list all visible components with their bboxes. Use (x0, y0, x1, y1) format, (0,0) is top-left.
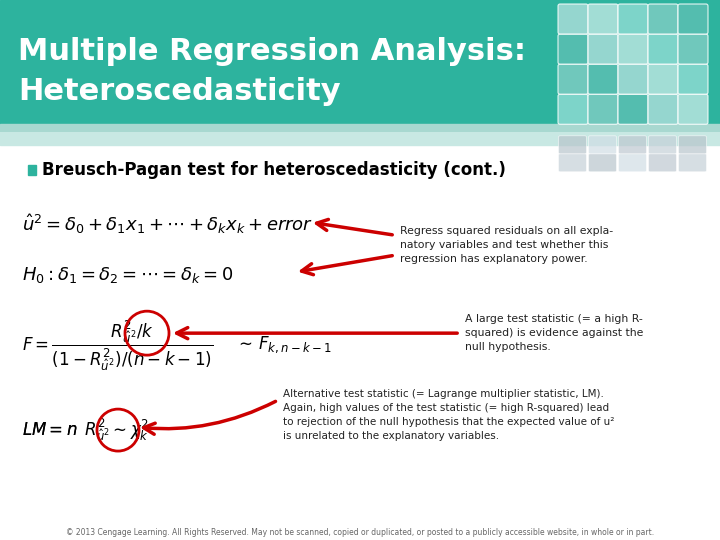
Text: $\sim\,F_{k,n-k-1}$: $\sim\,F_{k,n-k-1}$ (235, 335, 331, 355)
Text: Multiple Regression Analysis:: Multiple Regression Analysis: (18, 37, 526, 66)
FancyBboxPatch shape (618, 136, 647, 154)
FancyBboxPatch shape (558, 64, 588, 94)
FancyBboxPatch shape (678, 64, 708, 94)
FancyBboxPatch shape (678, 34, 708, 64)
FancyBboxPatch shape (648, 34, 678, 64)
FancyBboxPatch shape (618, 4, 648, 34)
FancyBboxPatch shape (588, 64, 618, 94)
FancyBboxPatch shape (588, 34, 618, 64)
Text: © 2013 Cengage Learning. All Rights Reserved. May not be scanned, copied or dupl: © 2013 Cengage Learning. All Rights Rese… (66, 528, 654, 537)
FancyBboxPatch shape (588, 94, 618, 124)
Bar (0, 132, 720, 145)
FancyBboxPatch shape (618, 94, 648, 124)
FancyBboxPatch shape (559, 154, 587, 172)
Text: Alternative test statistic (= Lagrange multiplier statistic, LM).
Again, high va: Alternative test statistic (= Lagrange m… (283, 389, 614, 441)
Text: $\hat{u}^2 = \delta_0 + \delta_1 x_1 + \cdots + \delta_k x_k + \mathit{error}$: $\hat{u}^2 = \delta_0 + \delta_1 x_1 + \… (22, 212, 313, 236)
Text: $H_0 : \delta_1 = \delta_2 = \cdots = \delta_k = 0$: $H_0 : \delta_1 = \delta_2 = \cdots = \d… (22, 265, 233, 285)
Text: $F = \dfrac{R_{\hat{u}^2}^2/k}{(1-R_{\hat{u}^2}^2)/(n-k-1)}$: $F = \dfrac{R_{\hat{u}^2}^2/k}{(1-R_{\ha… (22, 318, 213, 373)
FancyBboxPatch shape (649, 136, 677, 154)
FancyBboxPatch shape (678, 4, 708, 34)
FancyBboxPatch shape (648, 94, 678, 124)
FancyBboxPatch shape (559, 136, 587, 154)
FancyBboxPatch shape (678, 154, 706, 172)
FancyBboxPatch shape (648, 64, 678, 94)
Text: Heteroscedasticity: Heteroscedasticity (18, 77, 341, 106)
Bar (28, 165, 36, 176)
FancyBboxPatch shape (649, 154, 677, 172)
FancyBboxPatch shape (618, 34, 648, 64)
Text: $LM = n \enspace R_{\hat{u}^2}^2 \sim \chi^2_k$: $LM = n \enspace R_{\hat{u}^2}^2 \sim \c… (22, 417, 149, 443)
Text: Regress squared residuals on all expla-
natory variables and test whether this
r: Regress squared residuals on all expla- … (400, 226, 613, 264)
FancyBboxPatch shape (558, 34, 588, 64)
FancyBboxPatch shape (588, 4, 618, 34)
FancyBboxPatch shape (648, 4, 678, 34)
FancyBboxPatch shape (558, 4, 588, 34)
FancyBboxPatch shape (588, 136, 616, 154)
FancyBboxPatch shape (678, 136, 706, 154)
Text: $LM = n\;$: $LM = n\;$ (22, 422, 78, 438)
FancyBboxPatch shape (618, 64, 648, 94)
Text: Breusch-Pagan test for heteroscedasticity (cont.): Breusch-Pagan test for heteroscedasticit… (42, 161, 506, 179)
FancyBboxPatch shape (588, 154, 616, 172)
FancyBboxPatch shape (678, 94, 708, 124)
FancyBboxPatch shape (558, 94, 588, 124)
Bar (0, 124, 720, 132)
FancyBboxPatch shape (618, 154, 647, 172)
Text: A large test statistic (= a high R-
squared) is evidence against the
null hypoth: A large test statistic (= a high R- squa… (465, 314, 644, 352)
